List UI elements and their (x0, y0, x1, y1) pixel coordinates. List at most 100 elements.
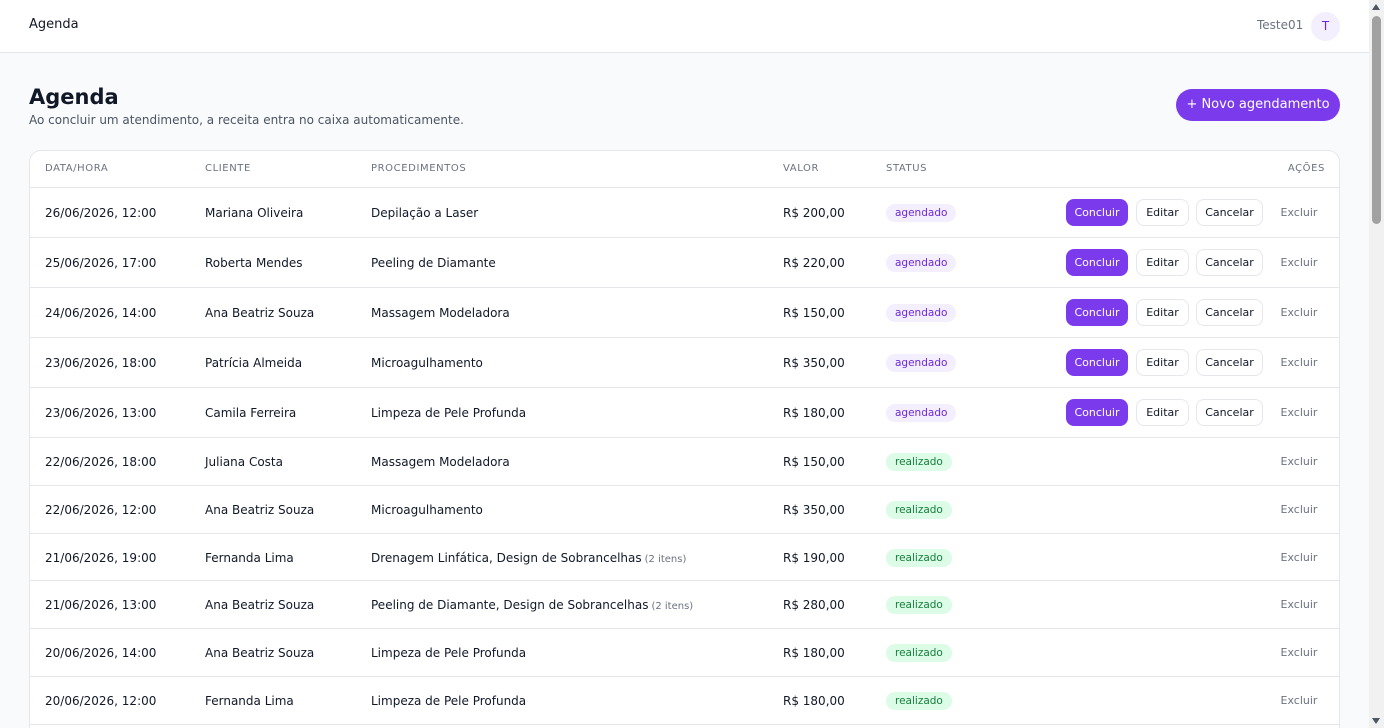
status-badge: agendado (886, 404, 957, 422)
cell-client: Juliana Costa (205, 455, 283, 469)
cell-procedures: Microagulhamento (371, 503, 483, 517)
cell-value: R$ 180,00 (783, 406, 845, 420)
complete-button[interactable]: Concluir (1066, 399, 1128, 426)
edit-button[interactable]: Editar (1136, 199, 1189, 226)
edit-button[interactable]: Editar (1136, 399, 1189, 426)
vertical-scrollbar[interactable] (1369, 0, 1384, 728)
cancel-button[interactable]: Cancelar (1196, 299, 1263, 326)
cell-procedures: Peeling de Diamante, Design de Sobrancel… (371, 598, 693, 612)
complete-button[interactable]: Concluir (1066, 199, 1128, 226)
delete-button[interactable]: Excluir (1279, 399, 1319, 426)
edit-button[interactable]: Editar (1136, 349, 1189, 376)
appointments-table: DATA/HORA CLIENTE PROCEDIMENTOS VALOR ST… (29, 150, 1340, 728)
cell-datetime: 20/06/2026, 14:00 (45, 646, 157, 660)
status-badge: realizado (886, 596, 952, 614)
table-row: 26/06/2026, 12:00 Mariana Oliveira Depilaç… (30, 188, 1339, 238)
delete-button[interactable]: Excluir (1279, 448, 1319, 475)
procedures-text: Drenagem Linfática, Design de Sobrancelh… (371, 551, 642, 565)
cell-value: R$ 280,00 (783, 598, 845, 612)
cancel-button[interactable]: Cancelar (1196, 399, 1263, 426)
avatar[interactable]: T (1311, 12, 1340, 41)
cell-value: R$ 150,00 (783, 306, 845, 320)
cell-client: Patrícia Almeida (205, 356, 303, 370)
cell-procedures: Limpeza de Pele Profunda (371, 694, 526, 708)
status-badge: realizado (886, 453, 952, 471)
procedures-text: Massagem Modeladora (371, 455, 510, 469)
procedures-text: Limpeza de Pele Profunda (371, 646, 527, 660)
cell-procedures: Microagulhamento (371, 356, 483, 370)
status-badge: agendado (886, 304, 957, 322)
cell-datetime: 23/06/2026, 13:00 (45, 406, 157, 420)
column-header-datetime: DATA/HORA (45, 163, 109, 174)
delete-button[interactable]: Excluir (1279, 299, 1319, 326)
procedures-text: Peeling de Diamante (371, 256, 496, 270)
new-appointment-button[interactable]: + Novo agendamento (1176, 89, 1340, 121)
page-subtitle: Ao concluir um atendimento, a receita en… (29, 113, 464, 127)
procedures-text: Massagem Modeladora (371, 306, 510, 320)
cell-value: R$ 180,00 (783, 646, 845, 660)
cancel-button[interactable]: Cancelar (1196, 349, 1263, 376)
cell-client: Ana Beatriz Souza (205, 306, 315, 320)
status-badge: agendado (886, 254, 957, 272)
cell-client: Fernanda Lima (205, 551, 294, 565)
procedures-text: Peeling de Diamante, Design de Sobrancel… (371, 598, 649, 612)
status-badge: realizado (886, 692, 952, 710)
cell-datetime: 22/06/2026, 12:00 (45, 503, 157, 517)
cell-datetime: 21/06/2026, 13:00 (45, 598, 157, 612)
procedures-text: Microagulhamento (371, 503, 483, 517)
cell-value: R$ 350,00 (783, 503, 845, 517)
procedures-count: (2 itens) (644, 554, 687, 565)
cell-client: Roberta Mendes (205, 256, 303, 270)
delete-button[interactable]: Excluir (1279, 687, 1319, 714)
cell-client: Fernanda Lima (205, 694, 294, 708)
scroll-down-icon[interactable] (1372, 718, 1380, 724)
status-badge: realizado (886, 644, 952, 662)
cell-client: Camila Ferreira (205, 406, 297, 420)
cell-datetime: 21/06/2026, 19:00 (45, 551, 157, 565)
delete-button[interactable]: Excluir (1279, 591, 1319, 618)
cell-client: Ana Beatriz Souza (205, 503, 315, 517)
cell-value: R$ 180,00 (783, 694, 845, 708)
table-row: 20/06/2026, 14:00 Ana Beatriz Souza Limpez… (30, 629, 1339, 677)
cell-datetime: 24/06/2026, 14:00 (45, 306, 157, 320)
cancel-button[interactable]: Cancelar (1196, 199, 1263, 226)
column-header-actions: AÇÕES (1287, 163, 1325, 174)
cell-datetime: 26/06/2026, 12:00 (45, 206, 157, 220)
delete-button[interactable]: Excluir (1279, 199, 1319, 226)
delete-button[interactable]: Excluir (1279, 496, 1319, 523)
table-row: 23/06/2026, 13:00 Camila Ferreira Limpeza … (30, 388, 1339, 438)
delete-button[interactable]: Excluir (1279, 639, 1319, 666)
complete-button[interactable]: Concluir (1066, 249, 1128, 276)
complete-button[interactable]: Concluir (1066, 299, 1128, 326)
table-row: 25/06/2026, 17:00 Roberta Mendes Peeling d… (30, 238, 1339, 288)
cell-client: Ana Beatriz Souza (205, 646, 315, 660)
app-title: Agenda (29, 17, 79, 32)
complete-button[interactable]: Concluir (1066, 349, 1128, 376)
scrollbar-thumb[interactable] (1372, 16, 1381, 224)
delete-button[interactable]: Excluir (1279, 249, 1319, 276)
table-row: 23/06/2026, 18:00 Patrícia Almeida Microag… (30, 338, 1339, 388)
table-row: 21/06/2026, 19:00 Fernanda Lima Drenagem L… (30, 534, 1339, 581)
cancel-button[interactable]: Cancelar (1196, 249, 1263, 276)
cell-datetime: 22/06/2026, 18:00 (45, 455, 157, 469)
cell-procedures: Massagem Modeladora (371, 455, 510, 469)
table-row: 21/06/2026, 13:00 Ana Beatriz Souza Peelin… (30, 581, 1339, 629)
cell-value: R$ 350,00 (783, 356, 845, 370)
delete-button[interactable]: Excluir (1279, 544, 1319, 571)
cell-procedures: Limpeza de Pele Profunda (371, 406, 526, 420)
table-header: DATA/HORA CLIENTE PROCEDIMENTOS VALOR ST… (30, 151, 1339, 188)
procedures-text: Microagulhamento (371, 356, 483, 370)
edit-button[interactable]: Editar (1136, 299, 1189, 326)
cell-procedures: Limpeza de Pele Profunda (371, 646, 526, 660)
delete-button[interactable]: Excluir (1279, 349, 1319, 376)
table-row: 24/06/2026, 14:00 Ana Beatriz Souza Massag… (30, 288, 1339, 338)
user-name[interactable]: Teste01 (1257, 18, 1304, 32)
edit-button[interactable]: Editar (1136, 249, 1189, 276)
column-header-value: VALOR (783, 163, 820, 174)
column-header-procedures: PROCEDIMENTOS (371, 163, 467, 174)
top-bar: Agenda Teste01 T (0, 0, 1369, 53)
cell-procedures: Peeling de Diamante (371, 256, 496, 270)
status-badge: realizado (886, 501, 952, 519)
scroll-up-icon[interactable] (1372, 4, 1380, 10)
cell-datetime: 23/06/2026, 18:00 (45, 356, 157, 370)
